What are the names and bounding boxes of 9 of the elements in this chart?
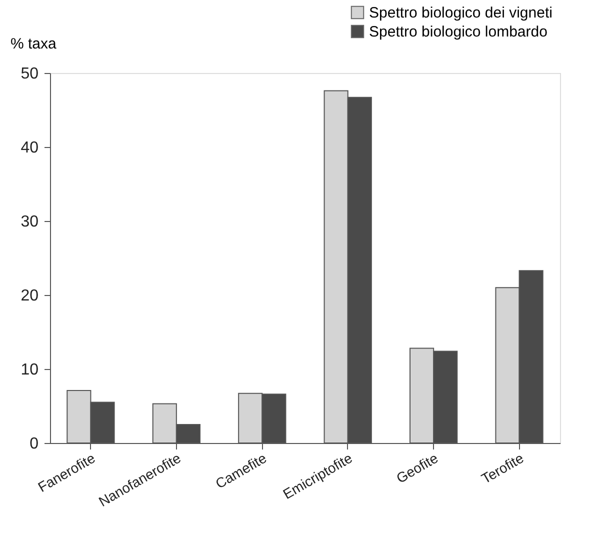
legend-label: Spettro biologico dei vigneti [369,4,552,22]
y-tick-label: 50 [20,66,39,82]
y-tick-label: 30 [20,214,39,230]
y-tick-label: 10 [20,362,39,378]
y-axis-title: % taxa [10,36,58,52]
y-tick-label: 20 [20,288,39,304]
y-tick-label: 0 [30,436,39,452]
y-tick-label: 40 [20,140,39,156]
legend-label: Spettro biologico lombardo [369,24,548,40]
